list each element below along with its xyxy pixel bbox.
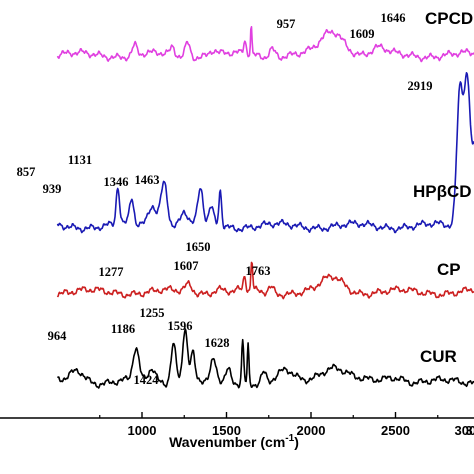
- peak-label-cur-1424: 1424: [134, 373, 160, 387]
- peak-label-cpcd-1646: 1646: [381, 11, 406, 25]
- peak-label-hp-cd-1346: 1346: [104, 175, 129, 189]
- x-tick-label-2000: 2000: [297, 423, 326, 438]
- peak-label-cur-1596: 1596: [168, 319, 193, 333]
- series-labels: CPCD HPβCD CP CUR: [413, 9, 473, 366]
- peak-label-hp-cd-857: 857: [17, 165, 36, 179]
- x-tick-label-3000: 3000: [455, 423, 474, 438]
- peak-labels: 957 1609 1646 857 939 1131 1346 1463 2919 1277 160…: [17, 11, 433, 387]
- spectra-curves: [56, 26, 474, 389]
- peak-label-cp-1763: 1763: [246, 264, 271, 278]
- peak-label-cur-964: 964: [48, 329, 68, 343]
- series-line-cp: [56, 261, 474, 300]
- peak-label-cp-1607: 1607: [174, 259, 199, 273]
- peak-label-cur-1628: 1628: [205, 336, 230, 350]
- peak-label-cpcd-1609: 1609: [350, 27, 375, 41]
- peak-label-hp-cd-2919: 2919: [408, 79, 433, 93]
- x-axis: 1000 1500 2000 2500 30003: [0, 412, 474, 438]
- series-label-cur: CUR: [420, 347, 457, 366]
- peak-label-cp-1650: 1650: [186, 240, 211, 254]
- x-tick-label-2500: 2500: [381, 423, 410, 438]
- peak-label-hp-cd-939: 939: [43, 182, 62, 196]
- series-line-hp-cd: [56, 72, 474, 234]
- peak-label-hp-cd-1463: 1463: [135, 173, 160, 187]
- peak-label-cur-1255: 1255: [140, 306, 165, 320]
- peak-label-cp-1277: 1277: [99, 265, 124, 279]
- series-label-hp-cd: HPβCD: [413, 182, 472, 201]
- series-label-cpcd: CPCD: [425, 9, 473, 28]
- peak-label-hp-cd-1131: 1131: [68, 153, 92, 167]
- x-axis-title: Wavenumber (cm-1): [169, 433, 299, 450]
- x-tick-label-1500: 1500: [212, 423, 241, 438]
- series-line-cpcd: [56, 26, 474, 63]
- x-tick-label-3: 3: [465, 423, 472, 438]
- series-line-cur: [56, 328, 474, 389]
- peak-label-cur-1186: 1186: [111, 322, 135, 336]
- series-label-cp: CP: [437, 260, 461, 279]
- x-tick-label-1000: 1000: [128, 423, 157, 438]
- peak-label-cpcd-957: 957: [277, 17, 296, 31]
